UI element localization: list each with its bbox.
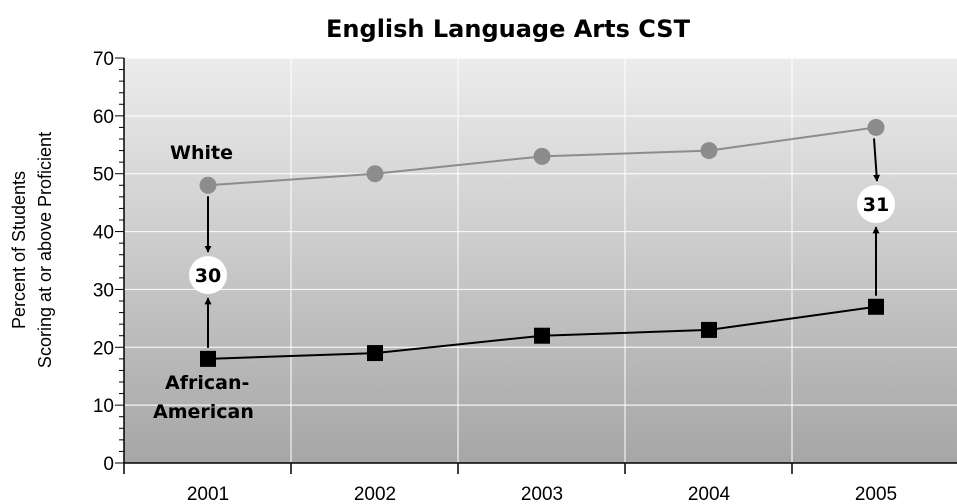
data-point	[867, 118, 885, 136]
grid-lines	[124, 57, 957, 463]
data-point	[199, 176, 217, 194]
series-label-white: White	[170, 142, 233, 164]
y-tick-label: 0	[103, 454, 114, 475]
gap-badge	[857, 185, 895, 224]
data-point	[533, 147, 551, 165]
y-tick-label: 50	[93, 165, 114, 186]
y-tick-label: 20	[93, 338, 114, 359]
y-tick-label: 40	[93, 223, 114, 244]
axes: 0 10 20 30 40 50 60 70 2001 2002 2003 2004 2005	[93, 49, 957, 504]
data-point	[200, 350, 216, 367]
y-tick-label: 10	[93, 396, 114, 417]
gap-annotations: 30 31	[189, 138, 895, 348]
data-point	[700, 142, 718, 160]
gap-label: 31	[863, 194, 889, 216]
series-label-african-american-line-2: American	[153, 401, 254, 423]
chart-title: English Language Arts CST	[326, 15, 691, 43]
x-tick-label: 2004	[688, 484, 731, 504]
series-layer	[199, 118, 885, 367]
x-tick-label: 2003	[521, 484, 563, 504]
data-point	[366, 165, 384, 183]
y-tick-label: 70	[93, 49, 114, 70]
data-point	[367, 345, 383, 362]
gap-badge	[189, 256, 227, 295]
y-axis-title-line-2: Scoring at or above Proficient	[35, 132, 55, 368]
x-tick-label: 2001	[187, 484, 229, 504]
data-point	[868, 298, 884, 315]
series-label-african-american-line-1: African-	[165, 372, 249, 394]
y-axis-title: Percent of Students Scoring at or above …	[9, 132, 55, 368]
y-axis-title-line-1: Percent of Students	[9, 171, 29, 329]
x-tick-label: 2005	[855, 484, 897, 504]
gap-label: 30	[195, 265, 221, 287]
y-tick-label: 30	[93, 280, 114, 301]
plot-background	[124, 58, 957, 463]
data-point	[701, 321, 717, 338]
gap-arrow-down	[873, 138, 881, 182]
data-point	[534, 327, 550, 344]
x-tick-label: 2002	[354, 484, 396, 504]
y-tick-label: 60	[93, 107, 114, 128]
